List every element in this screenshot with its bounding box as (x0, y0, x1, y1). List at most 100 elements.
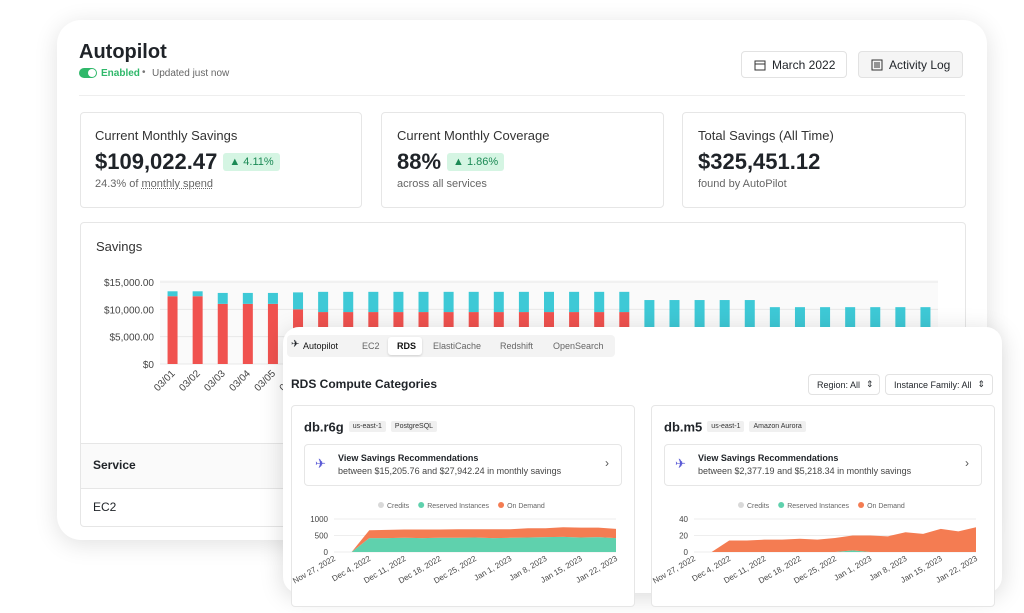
x-tick-label: Jan 1, 2023 (833, 554, 874, 583)
recommendation[interactable]: ✈ View Savings Recommendations between $2,… (664, 444, 982, 486)
y-tick-label: 40 (679, 515, 688, 524)
card-name: db.m5 (664, 419, 703, 435)
legend-label: Credits (747, 503, 770, 510)
bar (192, 291, 203, 297)
stat-card (80, 112, 362, 208)
stat-change-value: 4.11% (243, 156, 274, 168)
y-tick-label: $10,000.00 (104, 305, 154, 316)
bar (242, 303, 253, 364)
legend-label: On Demand (507, 503, 545, 510)
tab-icon: ✈ (291, 339, 300, 350)
filter-label: Instance Family: All (894, 379, 972, 390)
note-link[interactable]: monthly spend (141, 178, 214, 190)
legend-label: Reserved Instances (427, 503, 489, 510)
card-head: db.m5 us-east-1 Amazon Aurora (664, 418, 806, 436)
active-tab (388, 337, 422, 355)
stat-label: Total Savings (All Time) (698, 128, 834, 143)
toggle[interactable] (79, 68, 97, 78)
bar (443, 291, 454, 313)
x-tick-label: 03/03 (202, 368, 228, 394)
rec-icon: ✈ (675, 456, 686, 471)
updated: Updated just now (152, 68, 230, 79)
bar (293, 292, 304, 310)
stat-note: found by AutoPilot (698, 178, 787, 190)
bar (217, 303, 228, 364)
legend-swatch (498, 502, 505, 508)
filter[interactable]: Instance Family: All ⇕ (885, 374, 993, 395)
rec-text: between $15,205.76 and $27,942.24 in mon… (338, 466, 562, 476)
filter[interactable]: Region: All ⇕ (808, 374, 880, 395)
stat-change-value: 1.86% (467, 156, 499, 168)
date-button[interactable]: March 2022 (741, 51, 847, 78)
area (694, 527, 976, 552)
legend-label: On Demand (867, 503, 905, 510)
chevron: › (965, 456, 969, 470)
savings-title: Savings (96, 239, 143, 254)
y-tick-label: 20 (679, 532, 688, 541)
bar (468, 291, 479, 313)
tab[interactable]: Autopilot (303, 341, 339, 351)
category-card (651, 405, 995, 607)
tab[interactable]: RDS (397, 341, 417, 351)
tag: Amazon Aurora (749, 421, 806, 433)
recommendation[interactable]: ✈ View Savings Recommendations between $15… (304, 444, 622, 486)
activity-label: Activity Log (889, 57, 951, 72)
legend-swatch (378, 502, 384, 508)
rec-icon: ✈ (315, 456, 326, 471)
tab[interactable]: Redshift (500, 341, 534, 351)
rec-title: View Savings Recommendations (698, 453, 839, 463)
note: 24.3% of (95, 178, 139, 190)
bar (242, 292, 253, 304)
stat-value: $325,451.12 (698, 149, 821, 174)
legend-label: Credits (387, 503, 410, 510)
calendar-icon (754, 60, 766, 70)
filter-label: Region: All (817, 379, 861, 390)
stat-label: Current Monthly Savings (95, 128, 238, 143)
legend-swatch (738, 502, 744, 508)
status: Enabled (101, 68, 140, 79)
x-tick-label: Nov 27, 2022 (291, 554, 337, 586)
bar (518, 291, 529, 313)
table-cell: EC2 (93, 500, 117, 514)
stat-card (682, 112, 966, 208)
tab-bar (287, 335, 615, 357)
bar (267, 303, 278, 364)
activity-button[interactable]: Activity Log (858, 51, 963, 78)
x-tick-label: 03/05 (253, 368, 279, 394)
page-title: Autopilot (79, 41, 167, 63)
stat-note: across all services (397, 178, 487, 190)
y-tick-label: 1000 (310, 515, 328, 524)
bar (343, 291, 354, 313)
tag: us-east-1 (348, 421, 386, 433)
y-tick-label: $15,000.00 (104, 278, 154, 289)
log-icon (871, 59, 883, 70)
rec-title: View Savings Recommendations (338, 453, 479, 463)
bar (544, 291, 554, 313)
x-tick-label: Nov 27, 2022 (651, 554, 697, 586)
tag: PostgreSQL (390, 421, 438, 433)
stat-value: $109,022.47 (95, 149, 218, 174)
bar (619, 291, 630, 313)
y-tick-label: 500 (315, 532, 329, 541)
x-tick-label: Jan 1, 2023 (473, 554, 514, 583)
bar (493, 291, 504, 313)
bar (594, 291, 605, 313)
tab[interactable]: ElastiCache (433, 341, 482, 351)
card-head: db.r6g us-east-1 PostgreSQL (304, 418, 438, 436)
area (334, 536, 616, 552)
tab[interactable]: OpenSearch (553, 341, 604, 351)
tab[interactable]: EC2 (362, 341, 380, 351)
x-tick-label: 03/01 (152, 368, 178, 394)
bar (267, 292, 278, 304)
category-card (291, 405, 635, 607)
area (334, 527, 616, 552)
legend-swatch (778, 502, 785, 508)
bar (418, 291, 429, 313)
stat-label: Current Monthly Coverage (397, 128, 550, 143)
bar (393, 291, 404, 313)
overlay-title: RDS Compute Categories (291, 377, 438, 391)
x-tick-label: 03/04 (227, 368, 253, 394)
